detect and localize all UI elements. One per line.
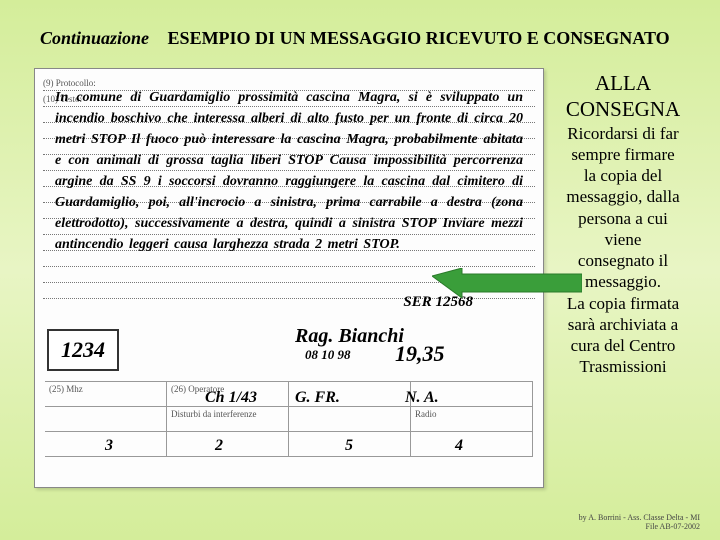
cell-mhz: (25) Mhz bbox=[45, 382, 167, 406]
time-value: 19,35 bbox=[395, 341, 445, 367]
signer-name: Rag. Bianchi bbox=[295, 325, 404, 348]
val-ch: Ch 1/43 bbox=[205, 389, 257, 407]
val-3: 5 bbox=[345, 437, 353, 455]
r5: la copia del bbox=[544, 165, 702, 186]
date-value: 08 10 98 bbox=[305, 347, 351, 363]
r8: viene bbox=[544, 229, 702, 250]
val-2: 2 bbox=[215, 437, 223, 455]
val-na: N. A. bbox=[405, 389, 439, 407]
continuation-label: Continuazione bbox=[40, 28, 149, 48]
val-4: 4 bbox=[455, 437, 463, 455]
header: Continuazione ESEMPIO DI UN MESSAGGIO RI… bbox=[0, 0, 720, 57]
r11: La copia firmata bbox=[544, 293, 702, 314]
r6: messaggio, dalla bbox=[544, 186, 702, 207]
r13: cura del Centro bbox=[544, 335, 702, 356]
r1: ALLA bbox=[544, 70, 702, 96]
footer-credits: by A. Borrini - Ass. Classe Delta - MI F… bbox=[579, 513, 700, 532]
footer-l2: File AB-07-2002 bbox=[579, 522, 700, 532]
r2: CONSEGNA bbox=[544, 96, 702, 122]
r3: Ricordarsi di far bbox=[544, 123, 702, 144]
r14: Trasmissioni bbox=[544, 356, 702, 377]
r10: messaggio. bbox=[544, 271, 702, 292]
message-form: (9) Protocollo: (10) Testo: In comune di… bbox=[34, 68, 544, 488]
message-body: In comune di Guardamiglio prossimità cas… bbox=[55, 87, 523, 255]
cell-radio: Radio bbox=[411, 407, 533, 431]
cell-disturbi: Disturbi da interferenze bbox=[167, 407, 289, 431]
val-op: G. FR. bbox=[295, 389, 340, 407]
r4: sempre firmare bbox=[544, 144, 702, 165]
val-1: 3 bbox=[105, 437, 113, 455]
r7: persona a cui bbox=[544, 208, 702, 229]
ser-code: SER 12568 bbox=[403, 294, 473, 311]
footer-l1: by A. Borrini - Ass. Classe Delta - MI bbox=[579, 513, 700, 523]
key-box: 1234 bbox=[47, 329, 119, 371]
r9: consegnato il bbox=[544, 250, 702, 271]
page-title: ESEMPIO DI UN MESSAGGIO RICEVUTO E CONSE… bbox=[168, 28, 670, 48]
right-note: ALLA CONSEGNA Ricordarsi di far sempre f… bbox=[544, 70, 702, 378]
r12: sarà archiviata a bbox=[544, 314, 702, 335]
